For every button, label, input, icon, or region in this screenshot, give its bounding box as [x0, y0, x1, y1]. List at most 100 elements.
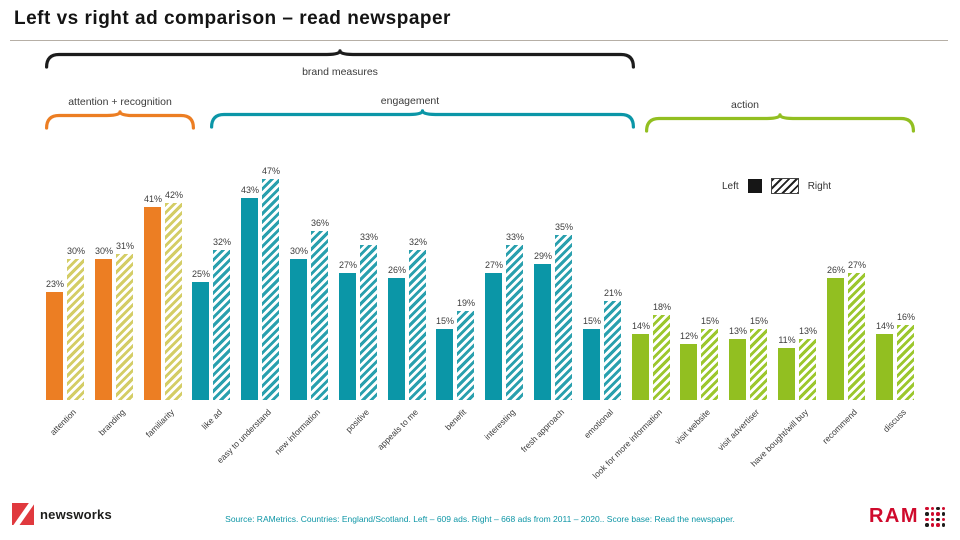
- x-axis-label-attention: attention: [47, 407, 79, 438]
- bar-left-like-ad: [192, 282, 209, 400]
- value-label: 14%: [875, 321, 894, 331]
- bar-right-recommend: [848, 273, 865, 400]
- bar-left-familiarity: [144, 207, 161, 400]
- x-axis-label-fresh-approach: fresh approach: [518, 407, 567, 455]
- x-axis-label-recommend: recommend: [820, 407, 860, 446]
- value-label: 12%: [679, 331, 698, 341]
- bar-left-visit-website: [680, 344, 697, 400]
- legend-right-label: Right: [807, 180, 832, 192]
- bar-left-have-bought-will-buy: [778, 348, 795, 400]
- value-label: 18%: [652, 302, 671, 312]
- bar-left-emotional: [583, 329, 600, 400]
- value-label: 13%: [728, 326, 747, 336]
- x-axis-label-visit-advertiser: visit advertiser: [715, 407, 762, 453]
- x-axis-label-like-ad: like ad: [199, 407, 225, 432]
- newsworks-logo: newsworks: [12, 503, 112, 525]
- legend-left-swatch-icon: [747, 179, 762, 193]
- bar-right-benefit: [457, 311, 474, 400]
- bar-left-fresh-approach: [534, 264, 551, 400]
- bar-right-positive: [360, 245, 377, 400]
- bar-left-easy-to-understand: [241, 198, 258, 400]
- bar-right-attention: [67, 259, 84, 400]
- bar-right-discuss: [897, 325, 914, 400]
- value-label: 15%: [582, 316, 601, 326]
- bar-left-interesting: [485, 273, 502, 400]
- ram-dots-icon: [924, 506, 946, 528]
- ram-wordmark: RAM: [868, 505, 919, 527]
- newsworks-wordmark: newsworks: [40, 506, 112, 522]
- bar-left-look-for-more-information: [632, 334, 649, 400]
- value-label: 29%: [533, 251, 552, 261]
- bar-right-visit-website: [701, 329, 718, 400]
- bar-right-visit-advertiser: [750, 329, 767, 400]
- ram-logo: RAM: [869, 505, 946, 528]
- value-label: 25%: [191, 269, 210, 279]
- value-label: 32%: [212, 237, 231, 247]
- bar-right-have-bought-will-buy: [799, 339, 816, 400]
- bar-right-easy-to-understand: [262, 179, 279, 400]
- value-label: 26%: [387, 265, 406, 275]
- value-label: 26%: [826, 265, 845, 275]
- x-axis-label-discuss: discuss: [880, 407, 909, 435]
- value-label: 14%: [631, 321, 650, 331]
- bar-left-visit-advertiser: [729, 339, 746, 400]
- value-label: 15%: [700, 316, 719, 326]
- bar-left-benefit: [436, 329, 453, 400]
- legend-left-label: Left: [722, 180, 739, 192]
- bar-left-new-information: [290, 259, 307, 400]
- x-axis-label-benefit: benefit: [442, 407, 469, 433]
- value-label: 43%: [240, 185, 259, 195]
- value-label: 30%: [66, 246, 85, 256]
- source-note: Source: RAMetrics. Countries: England/Sc…: [225, 514, 735, 524]
- bar-right-new-information: [311, 231, 328, 400]
- brace-brand-measures: [45, 49, 635, 69]
- value-label: 27%: [338, 260, 357, 270]
- value-label: 13%: [798, 326, 817, 336]
- value-label: 47%: [261, 166, 280, 176]
- bar-right-emotional: [604, 301, 621, 400]
- value-label: 27%: [484, 260, 503, 270]
- bar-right-interesting: [506, 245, 523, 400]
- value-label: 42%: [164, 190, 183, 200]
- bar-right-branding: [116, 254, 133, 400]
- x-axis-label-easy-to-understand: easy to understand: [214, 407, 274, 466]
- value-label: 31%: [115, 241, 134, 251]
- value-label: 33%: [505, 232, 524, 242]
- brace-label-action: action: [730, 99, 760, 111]
- value-label: 30%: [94, 246, 113, 256]
- brace-attention-recognition: [45, 110, 195, 130]
- x-axis-label-emotional: emotional: [581, 407, 616, 441]
- x-axis-label-visit-website: visit website: [672, 407, 713, 447]
- brace-action: [645, 113, 915, 133]
- bar-left-positive: [339, 273, 356, 400]
- chart-legend: Left Right: [722, 178, 831, 194]
- value-label: 15%: [749, 316, 768, 326]
- value-label: 11%: [778, 335, 796, 345]
- bar-right-appeals-to-me: [409, 250, 426, 400]
- bar-right-like-ad: [213, 250, 230, 400]
- brace-label-engagement: engagement: [380, 95, 440, 107]
- value-label: 36%: [310, 218, 329, 228]
- value-label: 27%: [847, 260, 866, 270]
- value-label: 41%: [143, 194, 162, 204]
- bar-left-appeals-to-me: [388, 278, 405, 400]
- bar-left-recommend: [827, 278, 844, 400]
- x-axis-label-branding: branding: [96, 407, 128, 438]
- value-label: 23%: [45, 279, 64, 289]
- bar-right-look-for-more-information: [653, 315, 670, 400]
- brace-engagement: [210, 109, 635, 129]
- bar-right-familiarity: [165, 203, 182, 400]
- value-label: 15%: [435, 316, 454, 326]
- value-label: 35%: [554, 222, 573, 232]
- newsworks-icon: [12, 503, 34, 525]
- x-axis-label-appeals-to-me: appeals to me: [375, 407, 421, 452]
- bar-right-fresh-approach: [555, 235, 572, 400]
- page-title: Left vs right ad comparison – read newsp…: [14, 8, 451, 29]
- value-label: 21%: [603, 288, 622, 298]
- x-axis-label-new-information: new information: [272, 407, 323, 457]
- value-label: 30%: [289, 246, 308, 256]
- x-axis-label-familiarity: familiarity: [143, 407, 177, 440]
- x-axis-label-positive: positive: [343, 407, 372, 435]
